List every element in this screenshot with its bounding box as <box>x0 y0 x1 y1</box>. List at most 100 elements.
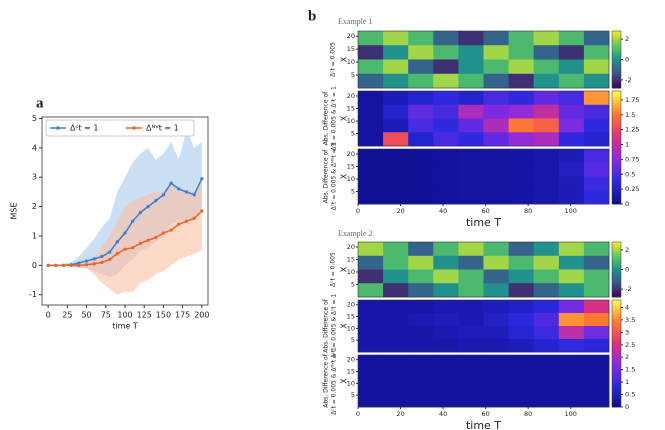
colorbar-segment <box>612 272 621 275</box>
heatmap-cell <box>383 118 409 133</box>
point <box>84 263 89 267</box>
heatmap-frame <box>357 241 610 298</box>
heatmap-cell <box>558 91 585 106</box>
heatmap-cell <box>533 31 560 46</box>
heatmap-cell <box>558 242 585 257</box>
heatmap-cell <box>483 176 509 191</box>
map-ylabel: Δᶜt = 0.005 <box>330 42 337 77</box>
colorbar-segment <box>612 313 621 317</box>
colorbar-segment <box>612 184 621 188</box>
heatmap-cell <box>558 283 585 298</box>
heatmap-cell <box>358 255 384 270</box>
y-tick-label: 20 <box>347 301 355 309</box>
heatmap-cell <box>483 59 509 75</box>
x-tick-label: 20 <box>396 207 404 215</box>
heatmap-cell <box>483 73 509 89</box>
heatmap-cell <box>483 313 509 327</box>
heatmap-cell <box>358 326 384 340</box>
colorbar-tick-label: 1.5 <box>625 111 635 119</box>
colorbar-tick-label: 0 <box>625 200 629 208</box>
point <box>131 219 135 223</box>
point <box>138 210 142 215</box>
colorbar-segment <box>612 276 621 279</box>
heatmap-cell <box>558 190 585 205</box>
x-tick-label: 0 <box>46 311 51 320</box>
colorbar-segment <box>612 269 621 272</box>
axis-label: X <box>340 115 349 121</box>
x-tick-label: 75 <box>101 311 111 320</box>
heatmap-cell <box>558 300 585 314</box>
colorbar-segment <box>612 266 621 269</box>
heatmap-cell <box>508 31 535 46</box>
heatmap-cell <box>508 300 535 314</box>
heatmap-cell <box>533 59 560 75</box>
y-tick-label: 1 <box>32 231 37 240</box>
colorbar-segment <box>612 369 621 373</box>
colorbar-segment <box>612 248 621 251</box>
axis-label: X <box>340 56 349 62</box>
heatmap-cell <box>408 355 434 369</box>
colorbar-segment <box>612 58 621 60</box>
colorbar-tick-label: 1 <box>625 378 629 386</box>
colorbar-segment <box>612 70 621 73</box>
point <box>154 199 158 203</box>
heatmap-cell <box>483 91 509 106</box>
heatmap-cell <box>433 162 459 177</box>
heatmap-cell <box>458 368 484 382</box>
heatmap-cell <box>358 176 384 191</box>
colorbar-tick-label: 1 <box>625 141 629 149</box>
colorbar-segment <box>612 68 621 70</box>
point <box>123 231 127 235</box>
heatmap-cell <box>508 283 535 298</box>
colorbar-segment <box>612 110 621 114</box>
heatmap-cell <box>433 326 459 340</box>
heatmap-cell <box>383 73 409 89</box>
heatmap-cell <box>483 300 509 314</box>
heatmap-cell <box>483 45 509 60</box>
heatmap-cell <box>533 368 560 382</box>
colorbar-segment <box>612 244 621 247</box>
colorbar-segment <box>612 396 621 400</box>
heatmap-cell <box>408 269 434 284</box>
colorbar-segment <box>612 361 621 365</box>
colorbar-segment <box>612 116 621 120</box>
heatmap-cell <box>433 242 459 257</box>
heatmap-cell <box>383 269 409 284</box>
heatmap-cell <box>583 176 610 191</box>
heatmap-cell <box>433 368 459 382</box>
y-tick-label: 4 <box>32 143 37 152</box>
band <box>48 183 202 295</box>
colorbar-segment <box>612 50 621 53</box>
heatmap-cell <box>508 381 535 395</box>
heatmap-cell <box>508 45 535 60</box>
heatmap-cell <box>358 91 384 106</box>
colorbar-segment <box>612 96 621 100</box>
point <box>138 241 142 245</box>
colorbar-tick-label: 1.75 <box>625 96 639 104</box>
heatmap-cell <box>358 132 384 147</box>
colorbar-segment <box>612 265 621 268</box>
colorbar-segment <box>612 195 621 199</box>
colorbar-segment <box>612 273 621 276</box>
x-tick-label: 25 <box>62 311 72 320</box>
colorbar-segment <box>612 172 621 177</box>
heatmap-cell <box>583 381 610 395</box>
colorbar-tick-label: 0 <box>625 56 629 64</box>
example-title: Example 2 <box>338 229 372 238</box>
heatmap-cell <box>383 313 409 327</box>
colorbar-segment <box>612 153 621 157</box>
colorbar-segment <box>612 192 621 196</box>
heatmap-cell <box>408 339 434 353</box>
heatmap-cell <box>408 300 434 314</box>
colorbar-segment <box>612 49 621 52</box>
heatmap-cell <box>433 104 459 119</box>
colorbar-segment <box>612 364 621 368</box>
heatmap-cell <box>558 149 585 164</box>
colorbar-segment <box>612 372 621 376</box>
point <box>161 231 166 235</box>
colorbar-segment <box>612 288 621 291</box>
colorbar-segment <box>612 242 621 244</box>
heatmap-cell <box>358 355 384 369</box>
colorbar-segment <box>612 283 621 286</box>
colorbar-segment <box>612 78 621 80</box>
